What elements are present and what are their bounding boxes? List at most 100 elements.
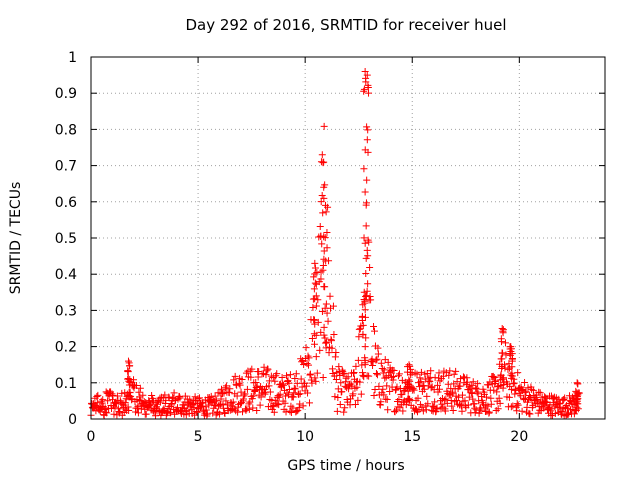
data-point [381, 374, 389, 382]
data-point [318, 308, 326, 316]
data-point [433, 404, 441, 412]
data-point [142, 410, 150, 418]
data-point [369, 358, 377, 366]
data-point [331, 393, 339, 401]
data-point [323, 244, 331, 252]
data-point [312, 377, 320, 385]
data-point [103, 409, 111, 417]
data-point [270, 408, 278, 416]
data-point [340, 408, 348, 416]
y-tick-label: 0 [68, 412, 77, 428]
data-point [319, 209, 327, 217]
data-point [334, 393, 342, 401]
data-point [305, 354, 313, 362]
data-point [548, 405, 556, 413]
data-point [285, 386, 293, 394]
data-point [364, 280, 372, 288]
data-point [383, 396, 391, 404]
data-point [487, 394, 495, 402]
data-point [129, 382, 137, 390]
data-point [341, 404, 349, 412]
data-point [362, 78, 370, 86]
data-point [215, 401, 223, 409]
data-point [380, 366, 388, 374]
data-point [203, 410, 211, 418]
data-point [534, 399, 542, 407]
data-point [317, 268, 325, 276]
data-point [285, 379, 293, 387]
data-point [211, 392, 219, 400]
data-point [361, 67, 369, 75]
data-point [134, 409, 142, 417]
data-point [504, 365, 512, 373]
data-point [449, 406, 457, 414]
data-point [364, 81, 372, 89]
data-point [355, 333, 363, 341]
data-point [365, 89, 373, 97]
data-point [238, 399, 246, 407]
data-point [291, 374, 299, 382]
data-point [332, 349, 340, 357]
data-point [229, 398, 237, 406]
data-point [394, 372, 402, 380]
data-point [423, 392, 431, 400]
data-point [324, 317, 332, 325]
data-point [126, 393, 134, 401]
data-point [560, 395, 568, 403]
data-point [359, 331, 367, 339]
data-point [456, 382, 464, 390]
data-point [236, 381, 244, 389]
data-point [194, 395, 202, 403]
y-tick-label: 1 [68, 50, 77, 66]
data-point [525, 409, 533, 417]
data-point [355, 325, 363, 333]
data-point [337, 379, 345, 387]
data-point [316, 346, 324, 354]
data-point [371, 385, 379, 393]
data-point [364, 126, 372, 134]
data-point [440, 396, 448, 404]
data-point [512, 385, 520, 393]
data-point [242, 406, 250, 414]
axis-ticks [90, 56, 605, 420]
data-point [452, 367, 460, 375]
x-tick-label: 0 [87, 429, 96, 445]
data-point [391, 408, 399, 416]
data-point [323, 309, 331, 317]
data-point [370, 327, 378, 335]
data-point [457, 375, 465, 383]
data-point [420, 385, 428, 393]
data-point [280, 381, 288, 389]
data-point [406, 377, 414, 385]
data-point [359, 321, 367, 329]
data-point [311, 279, 319, 287]
data-point [308, 334, 316, 342]
data-point [482, 393, 490, 401]
data-point [305, 361, 313, 369]
data-point [386, 387, 394, 395]
data-point [377, 359, 385, 367]
data-point [399, 407, 407, 415]
data-point [271, 377, 279, 385]
data-point [274, 400, 282, 408]
data-point [363, 136, 371, 144]
data-point [304, 352, 312, 360]
data-point [497, 355, 505, 363]
data-point [302, 344, 310, 352]
data-point [390, 372, 398, 380]
data-point [314, 318, 322, 326]
data-point [548, 411, 556, 419]
data-point [401, 386, 409, 394]
data-point [311, 264, 319, 272]
data-point [233, 392, 241, 400]
data-point [518, 407, 526, 415]
data-point [351, 400, 359, 408]
data-point [312, 280, 320, 288]
data-point [436, 385, 444, 393]
data-point [499, 327, 507, 335]
data-point [94, 391, 102, 399]
data-point [501, 339, 509, 347]
data-point [424, 382, 432, 390]
data-point [262, 371, 270, 379]
